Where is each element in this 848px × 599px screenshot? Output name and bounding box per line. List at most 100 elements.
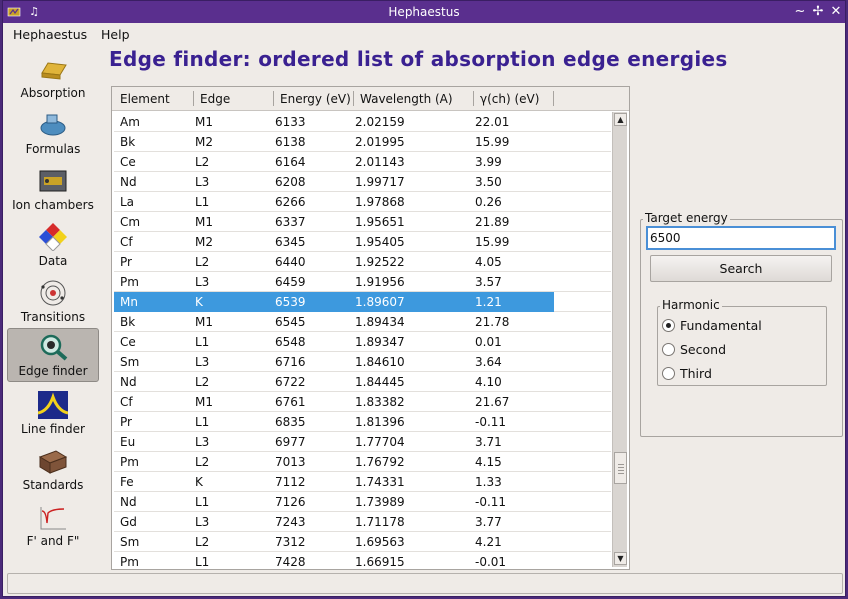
radio-button-checked[interactable] (662, 319, 675, 332)
sidebar-item-standards[interactable]: Standards (7, 443, 99, 497)
table-row[interactable]: Pm L2 7013 1.76792 4.15 (114, 452, 611, 472)
minimize-icon[interactable]: ~ (794, 4, 806, 19)
table-row[interactable]: Gd L3 7243 1.71178 3.77 (114, 512, 611, 532)
table-cell: -0.01 (475, 555, 507, 568)
table-row[interactable]: Pm L3 6459 1.91956 3.57 (114, 272, 611, 292)
maximize-icon[interactable]: ✢ (812, 4, 824, 19)
table-cell: Cm (120, 215, 141, 229)
table-row[interactable]: Sm L3 6716 1.84610 3.64 (114, 352, 611, 372)
table-cell: 1.81396 (355, 415, 405, 429)
target-energy-input[interactable] (646, 226, 836, 250)
title-bar[interactable]: ♫ Hephaestus ~ ✢ ✕ (3, 1, 845, 23)
table-cell: 6266 (275, 195, 306, 209)
table-row[interactable]: Fe K 7112 1.74331 1.33 (114, 472, 611, 492)
table-cell: 2.01143 (355, 155, 405, 169)
sidebar-item-transitions[interactable]: Transitions (7, 275, 99, 329)
table-cell: Pr (120, 255, 132, 269)
column-header-wavelength[interactable]: Wavelength (A) (360, 92, 453, 106)
table-cell: M2 (195, 135, 213, 149)
scroll-down-icon[interactable]: ▼ (614, 552, 627, 565)
table-cell: 4.10 (475, 375, 502, 389)
table-cell: 6716 (275, 355, 306, 369)
table-cell: L2 (195, 455, 210, 469)
radio-button[interactable] (662, 343, 675, 356)
table-cell: Nd (120, 175, 137, 189)
menu-hephaestus[interactable]: Hephaestus (13, 27, 88, 42)
table-cell: 1.84445 (355, 375, 405, 389)
table-row[interactable]: Pr L2 6440 1.92522 4.05 (114, 252, 611, 272)
table-cell: L1 (195, 195, 210, 209)
table-row[interactable]: Ce L1 6548 1.89347 0.01 (114, 332, 611, 352)
close-icon[interactable]: ✕ (830, 4, 842, 19)
column-header-energy[interactable]: Energy (eV) (280, 92, 351, 106)
scroll-up-icon[interactable]: ▲ (614, 113, 627, 126)
table-row[interactable]: Nd L3 6208 1.99717 3.50 (114, 172, 611, 192)
table-row[interactable]: Am M1 6133 2.02159 22.01 (114, 112, 611, 132)
menu-help[interactable]: Help (101, 27, 130, 42)
table-cell: Eu (120, 435, 136, 449)
table-row[interactable]: Nd L1 7126 1.73989 -0.11 (114, 492, 611, 512)
table-cell: 6977 (275, 435, 306, 449)
table-cell: 7243 (275, 515, 306, 529)
table-row[interactable]: Ce L2 6164 2.01143 3.99 (114, 152, 611, 172)
table-cell: Bk (120, 135, 136, 149)
table-cell: 4.21 (475, 535, 502, 549)
table-cell: 7312 (275, 535, 306, 549)
sidebar-item-line-finder[interactable]: Line finder (7, 387, 99, 441)
sidebar-item-label: Ion chambers (12, 198, 94, 212)
table-row[interactable]: Pm L1 7428 1.66915 -0.01 (114, 552, 611, 568)
anomalous-plot-icon (38, 503, 68, 531)
scroll-thumb[interactable] (614, 452, 627, 484)
table-row[interactable]: Eu L3 6977 1.77704 3.71 (114, 432, 611, 452)
table-row[interactable]: Pr L1 6835 1.81396 -0.11 (114, 412, 611, 432)
table-row[interactable]: Bk M1 6545 1.89434 21.78 (114, 312, 611, 332)
radio-button[interactable] (662, 367, 675, 380)
column-header-element[interactable]: Element (120, 92, 170, 106)
box-icon (38, 447, 68, 475)
spectrum-icon (37, 391, 69, 419)
table-cell: L1 (195, 335, 210, 349)
harmonic-label: Harmonic (660, 298, 722, 312)
table-cell: 0.01 (475, 335, 502, 349)
table-cell: Mn (120, 295, 138, 309)
sidebar-item-ion-chambers[interactable]: Ion chambers (7, 163, 99, 217)
table-cell: M1 (195, 395, 213, 409)
table-cell: 1.66915 (355, 555, 405, 568)
sidebar-item-f-prime[interactable]: F' and F" (7, 499, 99, 553)
table-cell: 1.84610 (355, 355, 405, 369)
search-button[interactable]: Search (650, 255, 832, 282)
table-cell: 6208 (275, 175, 306, 189)
table-cell: L2 (195, 375, 210, 389)
table-cell: L1 (195, 495, 210, 509)
table-cell: L2 (195, 155, 210, 169)
sidebar-item-label: Absorption (20, 86, 86, 100)
music-note-icon[interactable]: ♫ (29, 5, 39, 18)
table-row[interactable]: La L1 6266 1.97868 0.26 (114, 192, 611, 212)
table-row[interactable]: Cm M1 6337 1.95651 21.89 (114, 212, 611, 232)
table-row[interactable]: Sm L2 7312 1.69563 4.21 (114, 532, 611, 552)
table-cell: 4.15 (475, 455, 502, 469)
table-row[interactable]: Mn K 6539 1.89607 1.21 (114, 292, 611, 312)
table-cell: 1.73989 (355, 495, 405, 509)
sidebar-item-edge-finder[interactable]: Edge finder (7, 328, 99, 382)
table-scrollbar[interactable]: ▲ ▼ (612, 112, 627, 567)
table-row[interactable]: Bk M2 6138 2.01995 15.99 (114, 132, 611, 152)
sidebar-item-label: Edge finder (18, 364, 88, 378)
table-cell: Pr (120, 415, 132, 429)
table-cell: 1.33 (475, 475, 502, 489)
column-header-edge[interactable]: Edge (200, 92, 231, 106)
sidebar-item-formulas[interactable]: Formulas (7, 107, 99, 161)
table-row[interactable]: Nd L2 6722 1.84445 4.10 (114, 372, 611, 392)
sidebar-item-absorption[interactable]: Absorption (7, 51, 99, 105)
app-icon[interactable] (7, 5, 21, 19)
table-cell: 1.95651 (355, 215, 405, 229)
table-cell: 4.05 (475, 255, 502, 269)
table-row[interactable]: Cf M1 6761 1.83382 21.67 (114, 392, 611, 412)
table-row[interactable]: Cf M2 6345 1.95405 15.99 (114, 232, 611, 252)
edge-table: Element Edge Energy (eV) Wavelength (A) … (111, 86, 630, 570)
column-header-gamma[interactable]: γ(ch) (eV) (480, 92, 540, 106)
table-cell: M1 (195, 215, 213, 229)
sidebar-item-data[interactable]: Data (7, 219, 99, 273)
table-cell: M2 (195, 235, 213, 249)
harmonic-group: Harmonic Fundamental Second Third (657, 298, 827, 386)
